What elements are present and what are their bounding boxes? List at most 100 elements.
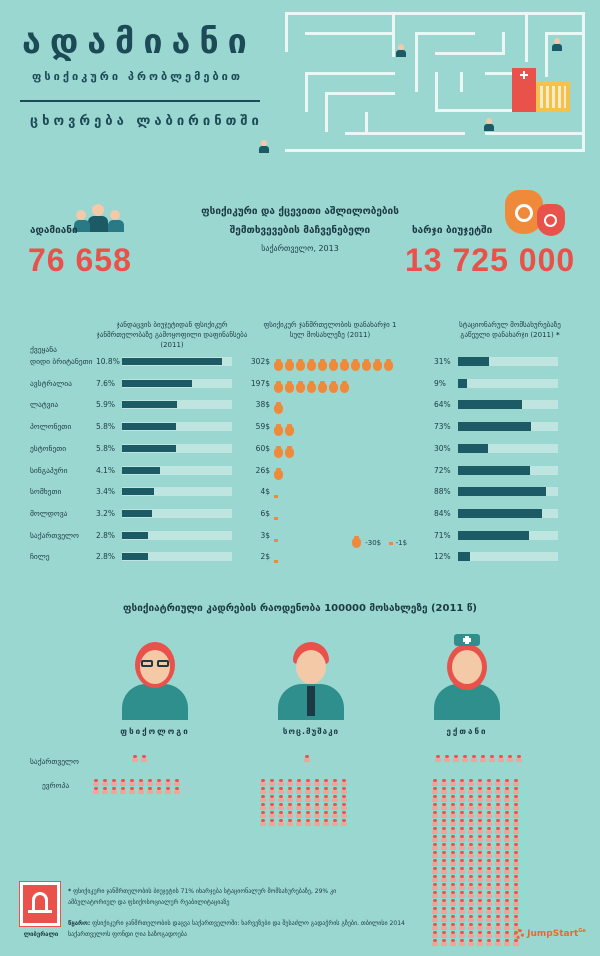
liberali-logo [20,882,60,926]
person-icon [449,899,457,906]
money-bag-icon [296,359,305,371]
person-icon [494,851,502,858]
person-icon [503,859,511,866]
person-icon [476,875,484,882]
money-bag-icon [384,359,393,371]
person-icon [485,819,493,826]
person-icon [449,795,457,802]
budget-share-bar [122,380,193,387]
person-icon [431,779,439,786]
footnote: * ფსიქიკური ჯანმრთელობის ბიუჯეტის 71% იხ… [68,886,368,908]
person-icon [467,779,475,786]
person-icon [322,819,330,826]
person-icon [440,859,448,866]
person-icon [503,907,511,914]
europe-staff-icons [259,779,351,827]
person-icon [512,851,520,858]
person-icon [313,787,321,794]
georgia-staff-icons [303,755,314,763]
person-icon [503,819,511,826]
country-header: ქვეყანა [30,345,57,354]
per-capita-icons [274,508,278,527]
maze-decoration [285,12,585,152]
person-icon [503,923,511,930]
money-bag-icon [274,446,283,458]
person-icon [322,787,330,794]
person-icon [467,803,475,810]
per-capita-value: 60$ [255,444,270,453]
person-icon [485,931,493,938]
person-icon [431,787,439,794]
person-icon [259,811,267,818]
person-icon [494,859,502,866]
person-icon [331,787,339,794]
georgia-staff-icons [434,755,526,763]
person-icon [431,875,439,882]
person-icon [440,811,448,818]
person-icon [470,755,478,762]
person-icon [488,755,496,762]
person-icon [449,843,457,850]
person-icon [512,843,520,850]
person-icon [449,915,457,922]
person-icon [467,843,475,850]
budget-share-value: 3.2% [96,509,116,518]
person-icon [476,931,484,938]
person-icon [485,859,493,866]
budget-share-bar [122,445,176,452]
inpatient-share-bar [458,487,546,496]
person-icon [449,931,457,938]
person-icon [431,899,439,906]
budget-share-track [122,466,232,475]
country-name: საქართველო [30,531,79,540]
person-icon [467,907,475,914]
person-icon [503,779,511,786]
col3-header-mark: * [555,331,560,339]
money-bag-icon [340,359,349,371]
person-icon [92,787,100,794]
dash-icon [274,560,278,563]
person-icon [119,779,127,786]
inpatient-share-value: 88% [434,487,451,496]
money-bag-icon [307,359,316,371]
person-icon [494,923,502,930]
person-icon [512,915,520,922]
person-icon [461,755,469,762]
person-icon [485,787,493,794]
country-name: ავსტრალია [30,379,72,388]
budget-share-track [122,509,232,518]
source: წყარო: ფსიქიკური ჯანმრთელობის დაცვა საქა… [68,918,418,940]
money-bag-icon [329,381,338,393]
money-bag-icon [352,536,361,548]
person-icon [440,795,448,802]
person-icon [431,907,439,914]
person-icon [259,819,267,826]
tagline-divider [20,100,260,102]
inpatient-share-value: 12% [434,552,451,561]
person-icon [313,803,321,810]
col3-header: სტაციონარულ მომსახურებაზე გაწეული დანახა… [445,320,575,340]
person-icon [494,835,502,842]
person-icon [467,787,475,794]
person-icon [340,811,348,818]
person-icon [512,811,520,818]
person-icon [440,923,448,930]
person-icon [476,923,484,930]
dash-icon [389,541,394,545]
budget-share-value: 5.8% [96,422,116,431]
person-icon [313,779,321,786]
per-capita-value: 59$ [255,422,270,431]
person-icon [494,931,502,938]
person-icon [476,899,484,906]
europe-staff-icons [431,779,523,947]
person-icon [431,931,439,938]
inpatient-share-track [458,357,558,366]
person-icon [512,883,520,890]
person-icon [467,835,475,842]
person-icon [458,819,466,826]
person-icon [512,891,520,898]
people-label: ადამიანი [30,225,78,236]
per-capita-value: 38$ [255,400,270,409]
budget-share-value: 2.8% [96,531,116,540]
per-capita-value: 302$ [250,357,270,366]
